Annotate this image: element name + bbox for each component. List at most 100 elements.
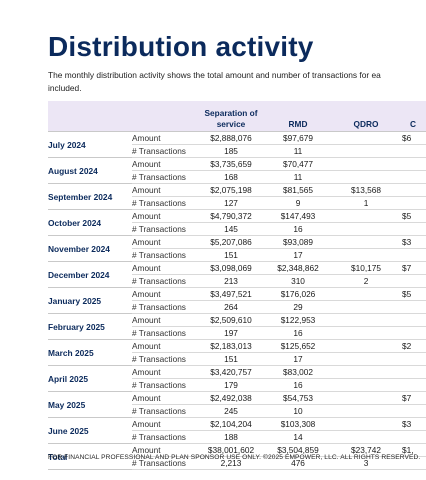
- extra-amount: [400, 365, 426, 379]
- rmd-transactions: 11: [264, 170, 332, 184]
- extra-amount: $1,: [400, 443, 426, 457]
- month-label: August 2024: [48, 157, 132, 184]
- extra-transactions: [400, 430, 426, 444]
- metric-label-amount: Amount: [132, 287, 198, 301]
- table-row: # Transactions 127 9 1: [48, 196, 426, 210]
- qdro-transactions: [332, 326, 400, 340]
- extra-amount: [400, 157, 426, 171]
- separation-amount: $3,497,521: [198, 287, 264, 301]
- extra-transactions: [400, 196, 426, 210]
- rmd-amount: $70,477: [264, 157, 332, 171]
- table-row: Total Amount $38,001,602 $3,504,859 $23,742 $…: [48, 443, 426, 470]
- separation-transactions: 197: [198, 326, 264, 340]
- metric-label-transactions: # Transactions: [132, 196, 198, 210]
- header-qdro: QDRO: [332, 101, 400, 132]
- extra-amount: [400, 313, 426, 327]
- table-row: # Transactions 2,213 476 3: [48, 456, 426, 470]
- separation-amount: $2,104,204: [198, 417, 264, 431]
- metric-label-transactions: # Transactions: [132, 404, 198, 418]
- metric-label-transactions: # Transactions: [132, 274, 198, 288]
- extra-transactions: [400, 352, 426, 366]
- table-row: # Transactions 213 310 2: [48, 274, 426, 288]
- rmd-transactions: 17: [264, 248, 332, 262]
- extra-transactions: [400, 404, 426, 418]
- qdro-amount: [332, 391, 400, 405]
- metric-label-amount: Amount: [132, 365, 198, 379]
- separation-amount: $3,735,659: [198, 157, 264, 171]
- separation-transactions: 245: [198, 404, 264, 418]
- qdro-amount: [332, 287, 400, 301]
- rmd-amount: $147,493: [264, 209, 332, 223]
- table-row: February 2025 Amount $2,509,610 $122,953: [48, 313, 426, 340]
- month-label: February 2025: [48, 313, 132, 340]
- qdro-transactions: 2: [332, 274, 400, 288]
- qdro-transactions: [332, 404, 400, 418]
- month-label: October 2024: [48, 209, 132, 236]
- rmd-transactions: 14: [264, 430, 332, 444]
- rmd-transactions: 16: [264, 222, 332, 236]
- metric-label-transactions: # Transactions: [132, 352, 198, 366]
- qdro-transactions: [332, 300, 400, 314]
- rmd-amount: $93,089: [264, 235, 332, 249]
- rmd-amount: $2,348,862: [264, 261, 332, 275]
- extra-transactions: [400, 378, 426, 392]
- separation-transactions: 264: [198, 300, 264, 314]
- separation-transactions: 151: [198, 352, 264, 366]
- extra-amount: $3: [400, 417, 426, 431]
- table-row: July 2024 Amount $2,888,076 $97,679 $6: [48, 131, 426, 158]
- extra-amount: [400, 183, 426, 197]
- table-row: # Transactions 197 16: [48, 326, 426, 340]
- extra-amount: $7: [400, 261, 426, 275]
- rmd-amount: $83,002: [264, 365, 332, 379]
- qdro-amount: $13,568: [332, 183, 400, 197]
- qdro-transactions: 1: [332, 196, 400, 210]
- header-extra: C: [400, 101, 426, 132]
- table-row: October 2024 Amount $4,790,372 $147,493 $5: [48, 209, 426, 236]
- separation-amount: $2,183,013: [198, 339, 264, 353]
- header-metric: [132, 101, 198, 132]
- qdro-amount: [332, 131, 400, 145]
- table-row: # Transactions 264 29: [48, 300, 426, 314]
- metric-label-amount: Amount: [132, 339, 198, 353]
- table-row: September 2024 Amount $2,075,198 $81,565 $13…: [48, 183, 426, 210]
- table-row: June 2025 Amount $2,104,204 $103,308 $3: [48, 417, 426, 444]
- table-row: # Transactions 151 17: [48, 248, 426, 262]
- table-row: April 2025 Amount $3,420,757 $83,002: [48, 365, 426, 392]
- extra-transactions: [400, 456, 426, 470]
- month-label: January 2025: [48, 287, 132, 314]
- qdro-amount: [332, 157, 400, 171]
- separation-transactions: 2,213: [198, 456, 264, 470]
- separation-amount: $38,001,602: [198, 443, 264, 457]
- metric-label-amount: Amount: [132, 183, 198, 197]
- rmd-amount: $81,565: [264, 183, 332, 197]
- description-line-1: The monthly distribution activity shows …: [48, 70, 381, 80]
- month-label: September 2024: [48, 183, 132, 210]
- metric-label-amount: Amount: [132, 391, 198, 405]
- month-label: December 2024: [48, 261, 132, 288]
- rmd-amount: $97,679: [264, 131, 332, 145]
- table-header-row: Separation of service RMD QDRO C: [48, 101, 426, 132]
- rmd-transactions: 11: [264, 144, 332, 158]
- separation-transactions: 213: [198, 274, 264, 288]
- separation-transactions: 145: [198, 222, 264, 236]
- rmd-transactions: 9: [264, 196, 332, 210]
- extra-transactions: [400, 222, 426, 236]
- month-label: Total: [48, 443, 132, 470]
- page-title: Distribution activity: [48, 31, 314, 62]
- extra-amount: $5: [400, 209, 426, 223]
- metric-label-amount: Amount: [132, 235, 198, 249]
- separation-amount: $4,790,372: [198, 209, 264, 223]
- footer-disclaimer: FOR FINANCIAL PROFESSIONAL AND PLAN SPON…: [48, 454, 421, 461]
- metric-label-transactions: # Transactions: [132, 222, 198, 236]
- header-month: [48, 101, 132, 132]
- extra-transactions: [400, 274, 426, 288]
- metric-label-transactions: # Transactions: [132, 248, 198, 262]
- table-row: # Transactions 168 11: [48, 170, 426, 184]
- qdro-amount: [332, 339, 400, 353]
- rmd-transactions: 16: [264, 326, 332, 340]
- qdro-amount: [332, 313, 400, 327]
- description-line-2: included.: [48, 82, 82, 93]
- separation-amount: $2,509,610: [198, 313, 264, 327]
- table-row: August 2024 Amount $3,735,659 $70,477: [48, 157, 426, 184]
- separation-transactions: 168: [198, 170, 264, 184]
